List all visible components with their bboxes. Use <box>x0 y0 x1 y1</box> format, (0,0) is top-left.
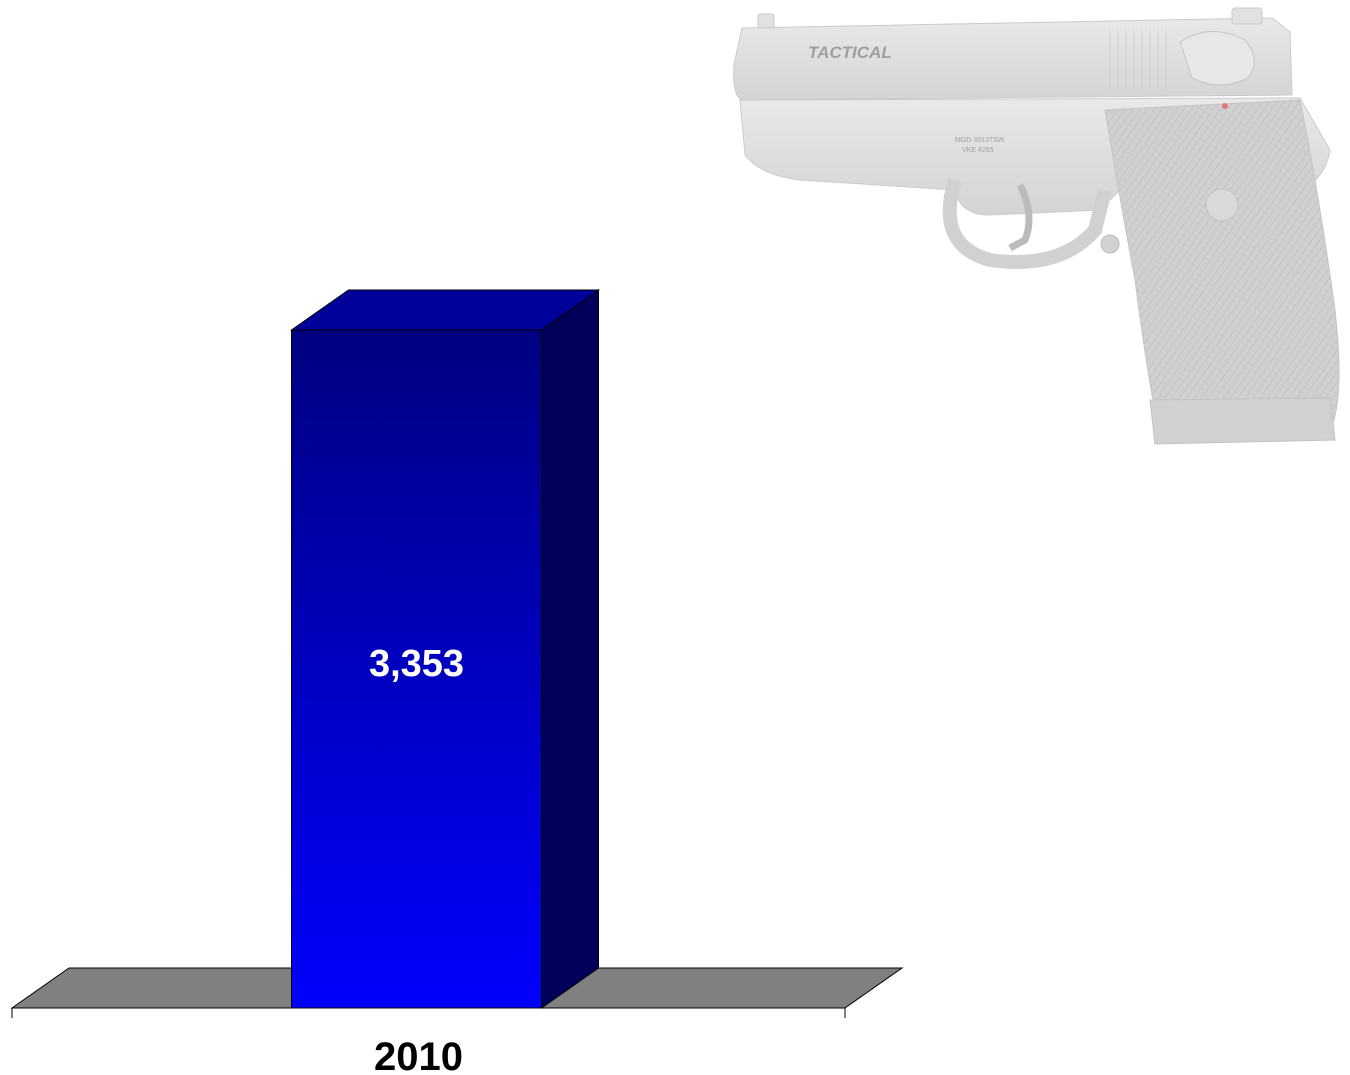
pistol-engraving: TACTICAL <box>808 43 892 62</box>
svg-text:VKE 4265: VKE 4265 <box>962 147 994 154</box>
bars: 3,353 <box>289 289 601 1009</box>
svg-text:MOD 3913TSW: MOD 3913TSW <box>955 137 1005 144</box>
category-labels: 2010 <box>374 1035 463 1075</box>
bar-2010: 3,353 <box>289 289 601 1009</box>
bar-value-label: 3,353 <box>369 643 464 685</box>
pistol-icon: TACTICAL MOD 3913TSW VKE 4265 <box>733 7 1340 445</box>
x-tick-label: 2010 <box>374 1035 463 1075</box>
bar-side-face <box>541 289 599 1009</box>
bar-front-face <box>291 329 542 1009</box>
